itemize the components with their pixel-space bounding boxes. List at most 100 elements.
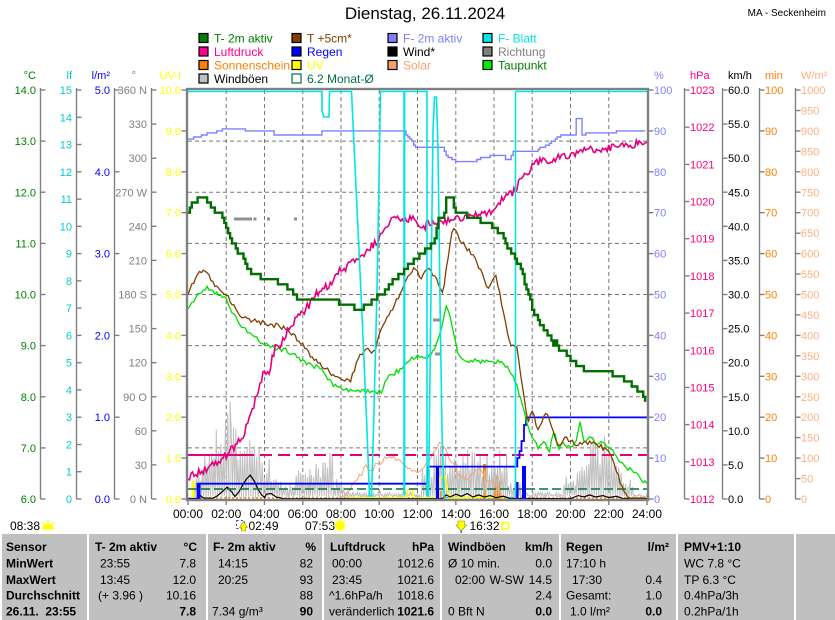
svg-text:0 Bft N: 0 Bft N [448, 605, 485, 619]
svg-text:2.0: 2.0 [95, 330, 110, 342]
svg-text:hPa: hPa [412, 540, 434, 554]
svg-text:40: 40 [765, 330, 777, 342]
svg-text:9.0: 9.0 [166, 126, 181, 138]
svg-text:UV-I: UV-I [160, 70, 181, 82]
svg-text:08:38: 08:38 [10, 519, 40, 533]
svg-text:Regen: Regen [307, 45, 342, 59]
svg-text:30: 30 [135, 460, 147, 472]
svg-text:^1.6hPa/h: ^1.6hPa/h [329, 589, 383, 603]
svg-text:km/h: km/h [728, 70, 752, 82]
svg-text:Sonnenschein: Sonnenschein [214, 59, 290, 73]
svg-text:1000: 1000 [801, 85, 825, 97]
svg-text:750: 750 [801, 187, 819, 199]
svg-text:88: 88 [300, 589, 314, 603]
svg-text:400: 400 [801, 330, 819, 342]
svg-text:hPa: hPa [690, 70, 710, 82]
svg-text:80: 80 [654, 167, 666, 179]
svg-text:23:45: 23:45 [332, 573, 362, 587]
svg-text:1022: 1022 [690, 122, 714, 134]
svg-text:Solar: Solar [403, 59, 431, 73]
svg-text:11: 11 [61, 194, 72, 206]
svg-text:20:25: 20:25 [218, 573, 248, 587]
svg-text:7.34 g/m³: 7.34 g/m³ [212, 605, 263, 619]
svg-text:1014: 1014 [690, 420, 714, 432]
svg-text:1015: 1015 [690, 382, 714, 394]
svg-text:T- 2m aktiv: T- 2m aktiv [95, 540, 157, 554]
svg-text:5.0: 5.0 [166, 290, 181, 302]
svg-text:300: 300 [801, 371, 819, 383]
svg-text:02:49: 02:49 [249, 519, 279, 533]
svg-text:1020: 1020 [690, 197, 714, 209]
svg-text:35.0: 35.0 [728, 255, 749, 267]
svg-text:0.4: 0.4 [645, 573, 662, 587]
svg-text:330: 330 [129, 119, 147, 131]
svg-text:14: 14 [60, 112, 72, 124]
svg-text:18:00: 18:00 [517, 507, 547, 521]
svg-text:l/m²: l/m² [648, 540, 669, 554]
svg-text:50: 50 [801, 474, 813, 486]
svg-text:60.0: 60.0 [728, 85, 749, 97]
svg-text:1012: 1012 [690, 494, 714, 506]
svg-text:270 W: 270 W [115, 187, 147, 199]
svg-text:10: 10 [60, 221, 72, 233]
svg-text:0.0: 0.0 [535, 557, 552, 571]
svg-text:800: 800 [801, 167, 819, 179]
svg-text:3.0: 3.0 [166, 371, 181, 383]
svg-text:10:00: 10:00 [364, 507, 394, 521]
svg-text:0: 0 [801, 494, 807, 506]
svg-text:0 N: 0 N [130, 494, 147, 506]
svg-text:Ø 10 min.: Ø 10 min. [448, 557, 500, 571]
svg-text:20: 20 [654, 412, 666, 424]
svg-text:12.0: 12.0 [15, 187, 36, 199]
svg-text:1017: 1017 [690, 308, 714, 320]
svg-text:15: 15 [60, 85, 72, 97]
svg-text:20.0: 20.0 [728, 358, 749, 370]
svg-text:1.0: 1.0 [645, 589, 662, 603]
svg-text:00:00: 00:00 [173, 507, 203, 521]
svg-text:W-SW: W-SW [490, 573, 525, 587]
svg-text:50: 50 [654, 290, 666, 302]
svg-text:40.0: 40.0 [728, 221, 749, 233]
svg-text:82: 82 [300, 557, 314, 571]
svg-text:Luftdruck: Luftdruck [214, 45, 264, 59]
svg-text:5.0: 5.0 [728, 460, 743, 472]
svg-text:1012.6: 1012.6 [397, 557, 434, 571]
svg-text:50: 50 [765, 290, 777, 302]
svg-text:93: 93 [300, 573, 314, 587]
svg-text:4.0: 4.0 [166, 330, 181, 342]
svg-text:17:10 h: 17:10 h [566, 557, 606, 571]
svg-text:5.0: 5.0 [95, 85, 110, 97]
svg-text:Windböen: Windböen [214, 72, 268, 86]
svg-text:F- Blatt: F- Blatt [498, 32, 537, 46]
svg-text:40: 40 [654, 330, 666, 342]
svg-text:30.0: 30.0 [728, 290, 749, 302]
svg-text:90: 90 [300, 605, 314, 619]
svg-text:20:00: 20:00 [555, 507, 585, 521]
svg-text:100: 100 [654, 85, 672, 97]
svg-text:60: 60 [765, 249, 777, 261]
svg-text:0.0: 0.0 [645, 605, 662, 619]
svg-text:900: 900 [801, 126, 819, 138]
svg-text:10.0: 10.0 [160, 85, 181, 97]
svg-text:10.0: 10.0 [15, 290, 36, 302]
svg-text:60: 60 [654, 249, 666, 261]
svg-text:70: 70 [654, 208, 666, 220]
svg-text:45.0: 45.0 [728, 187, 749, 199]
svg-text:°: ° [132, 70, 136, 82]
svg-text:Gesamt:: Gesamt: [566, 589, 611, 603]
svg-text:0: 0 [765, 494, 771, 506]
svg-text:MA - Seckenheim: MA - Seckenheim [748, 8, 826, 19]
svg-text:02:00: 02:00 [455, 573, 485, 587]
svg-text:11.0: 11.0 [15, 238, 36, 250]
svg-text:10: 10 [765, 453, 777, 465]
svg-text:1021.6: 1021.6 [397, 605, 434, 619]
svg-text:10.16: 10.16 [166, 589, 196, 603]
svg-text:%: % [654, 70, 664, 82]
svg-text:2: 2 [66, 439, 72, 451]
svg-text:7.8: 7.8 [179, 605, 196, 619]
svg-text:08:00: 08:00 [326, 507, 356, 521]
svg-text:9: 9 [66, 249, 72, 261]
svg-text:3: 3 [66, 412, 72, 424]
svg-text:100: 100 [765, 85, 783, 97]
svg-text:7.0: 7.0 [166, 208, 181, 220]
